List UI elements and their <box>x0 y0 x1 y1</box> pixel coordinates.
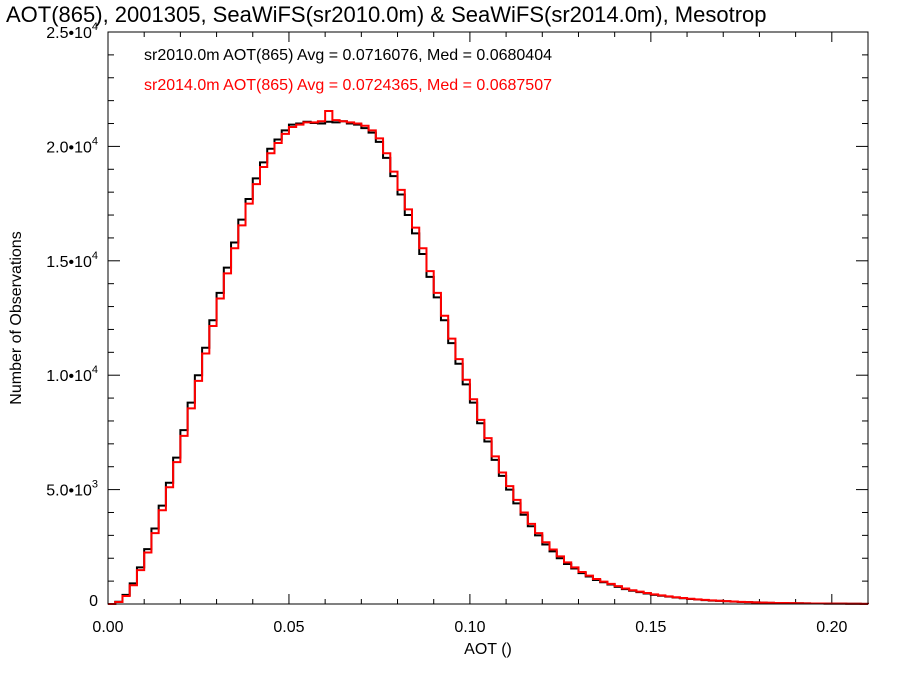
y-tick-label: 2.0•104 <box>46 135 98 156</box>
annotation-series-2-stats: sr2014.0m AOT(865) Avg = 0.0724365, Med … <box>144 77 552 94</box>
x-tick-label: 0.20 <box>816 619 847 636</box>
y-tick-label: 1.0•104 <box>46 364 98 385</box>
series-lines <box>108 109 869 605</box>
x-tick-label: 0.10 <box>454 619 485 636</box>
y-tick-label: 2.5•104 <box>46 21 98 42</box>
y-tick-label: 1.5•104 <box>46 250 98 271</box>
series-2-histogram-line <box>108 109 869 605</box>
y-axis-label: Number of Observations <box>8 231 25 404</box>
x-tick-label: 0.15 <box>635 619 666 636</box>
series-1-histogram-line <box>108 120 869 605</box>
y-tick-label: 5.0•103 <box>46 479 98 500</box>
plot-frame <box>107 31 869 605</box>
y-tick-label: 0 <box>89 593 98 610</box>
tick-labels: 0.00 0.05 0.10 0.15 0.20 0 5.0•103 1.0•104 1.5•1… <box>46 21 847 636</box>
x-tick-label: 0.05 <box>273 619 304 636</box>
axis-ticks <box>107 31 868 605</box>
x-axis-label: AOT () <box>464 641 512 658</box>
chart-title: AOT(865), 2001305, SeaWiFS(sr2010.0m) & … <box>6 2 767 27</box>
x-tick-label: 0.00 <box>92 619 123 636</box>
annotation-series-1-stats: sr2010.0m AOT(865) Avg = 0.0716076, Med … <box>144 47 552 64</box>
